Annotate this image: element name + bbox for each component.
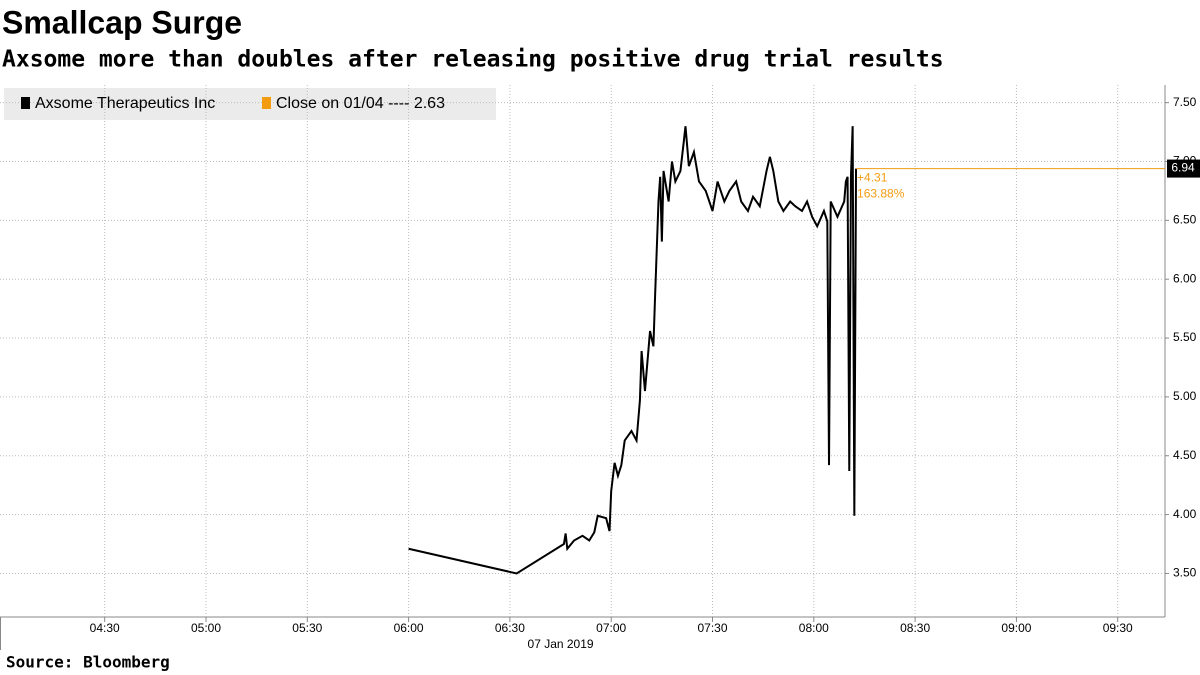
- x-tick-label: 08:00: [799, 621, 829, 635]
- y-tick-label: 3.50: [1173, 566, 1197, 580]
- price-line: [408, 126, 858, 575]
- last-price-label: 6.94: [1171, 161, 1195, 175]
- chart-title: Smallcap Surge: [2, 4, 242, 40]
- legend-box: [4, 88, 496, 120]
- y-tick-label: 4.00: [1173, 507, 1197, 521]
- y-tick-label: 6.50: [1173, 213, 1197, 227]
- change-annotation: 163.88%: [857, 187, 905, 201]
- legend-swatch: [21, 97, 30, 109]
- x-tick-label: 09:30: [1103, 621, 1133, 635]
- x-tick-label: 06:30: [495, 621, 525, 635]
- legend-label: Close on 01/04 ---- 2.63: [276, 95, 445, 112]
- y-tick-label: 4.50: [1173, 448, 1197, 462]
- x-tick-label: 09:00: [1001, 621, 1031, 635]
- x-tick-label: 05:00: [191, 621, 221, 635]
- x-tick-label: 08:30: [900, 621, 930, 635]
- y-tick-label: 5.50: [1173, 330, 1197, 344]
- legend-label: Axsome Therapeutics Inc: [35, 95, 215, 112]
- chart-subtitle: Axsome more than doubles after releasing…: [2, 47, 944, 73]
- x-tick-label: 05:30: [292, 621, 322, 635]
- y-tick-label: 7.50: [1173, 95, 1197, 109]
- x-tick-label: 04:30: [90, 621, 120, 635]
- legend-swatch: [262, 97, 271, 109]
- source: Source: Bloomberg: [6, 653, 170, 672]
- x-tick-label: 07:00: [596, 621, 626, 635]
- x-date-label: 07 Jan 2019: [528, 637, 594, 651]
- last-price-box: [1167, 159, 1200, 178]
- x-tick-label: 07:30: [697, 621, 727, 635]
- x-tick-label: 06:00: [394, 621, 424, 635]
- y-tick-label: 5.00: [1173, 389, 1197, 403]
- change-annotation: +4.31: [857, 171, 888, 185]
- y-tick-label: 6.00: [1173, 271, 1197, 285]
